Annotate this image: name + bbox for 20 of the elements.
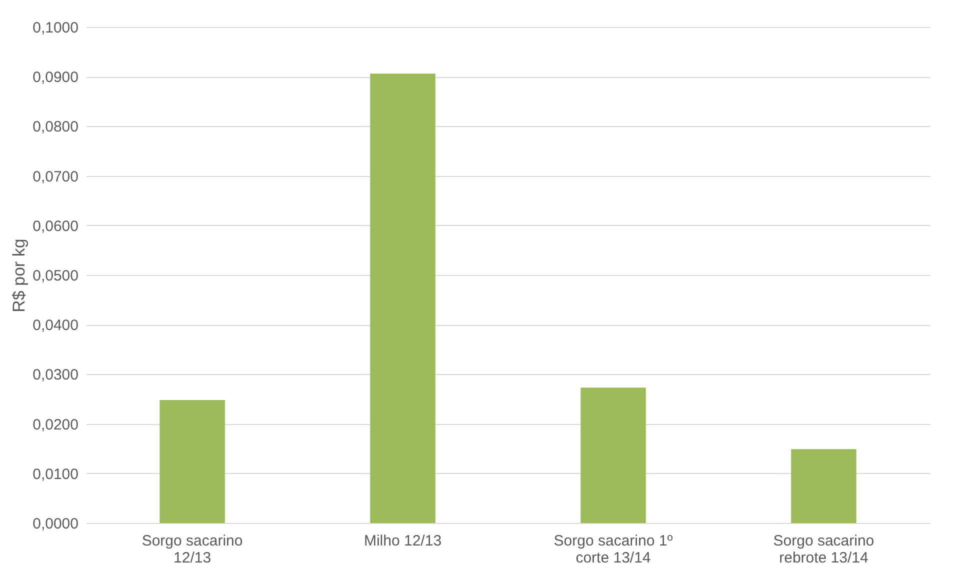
y-axis-title: R$ por kg	[10, 238, 29, 312]
y-tick-label: 0,0400	[32, 317, 78, 334]
bar	[160, 400, 225, 523]
y-tick-label: 0,0000	[32, 516, 78, 532]
x-tick-label: Sorgo sacarino 1º corte 13/14	[554, 532, 674, 566]
bar	[791, 449, 856, 523]
x-tick-label: Milho 12/13	[364, 532, 442, 550]
bar	[370, 74, 436, 523]
y-tick-label: 0,0800	[32, 118, 78, 136]
y-tick-label: 0,0700	[32, 168, 78, 186]
y-tick-label: 0,1000	[32, 20, 78, 36]
y-tick-label: 0,0600	[32, 218, 78, 235]
x-tick-label: Sorgo sacarino rebrote 13/14	[773, 532, 874, 566]
y-tick-label: 0,0100	[32, 466, 78, 483]
bar	[580, 388, 646, 523]
y-tick-label: 0,0900	[32, 69, 78, 86]
y-tick-label: 0,0300	[32, 366, 78, 384]
y-tick-label: 0,0500	[32, 268, 78, 284]
y-tick-label: 0,0200	[32, 416, 78, 434]
x-tick-label: Sorgo sacarino 12/13	[142, 532, 243, 566]
